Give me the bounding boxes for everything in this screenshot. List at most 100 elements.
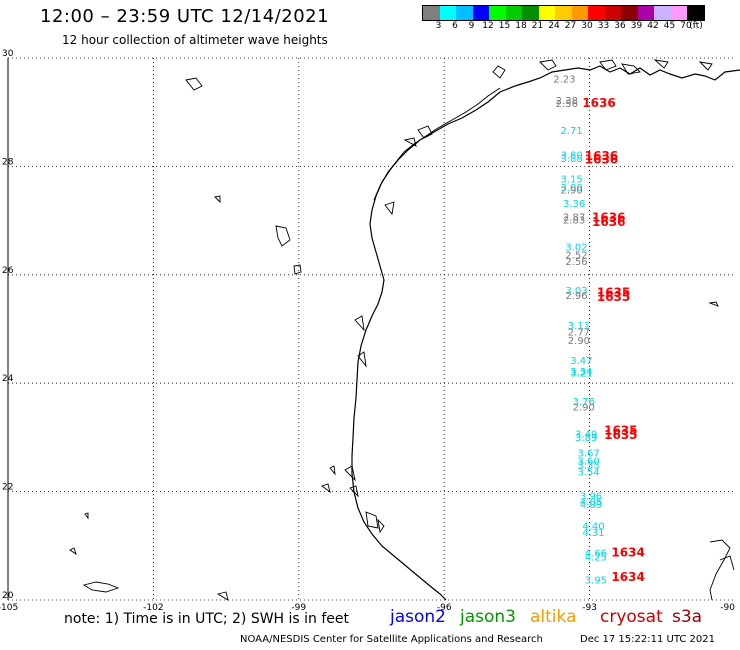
legend-label: 18 xyxy=(515,21,527,31)
wave-height-point: 3.49 xyxy=(575,429,597,440)
wave-height-point: 2.90 xyxy=(573,402,595,413)
legend-swatch xyxy=(571,6,588,20)
wave-height-point: 4.09 xyxy=(580,500,602,511)
wave-height-point: 2.56 xyxy=(556,99,578,110)
time-label: 1635 xyxy=(597,290,630,304)
wave-height-point: 3.00 xyxy=(561,183,583,194)
legend-label: 15 xyxy=(498,21,511,31)
satellite-label-altika: altika xyxy=(530,607,577,627)
wave-height-point: 4.25 xyxy=(585,552,607,563)
legend-swatch xyxy=(456,6,473,20)
wave-height-point: 3.03 xyxy=(565,286,587,297)
legend-label: 6 xyxy=(452,21,458,31)
wave-height-point: 2.87 xyxy=(563,213,585,224)
x-tick-label: -93 xyxy=(582,603,597,613)
legend-swatch xyxy=(670,6,687,20)
wave-height-point: 3.36 xyxy=(563,199,585,210)
legend-swatch xyxy=(604,6,621,20)
wave-height-point: 3.96 xyxy=(580,492,602,503)
legend-label: 24 xyxy=(548,21,560,31)
wave-height-point: 4.31 xyxy=(582,528,604,539)
legend-label: 27 xyxy=(564,21,577,31)
wave-height-point: 3.02 xyxy=(565,242,587,253)
time-label: 1636 xyxy=(582,96,615,110)
legend-swatch xyxy=(538,6,555,20)
time-label: 1634 xyxy=(611,570,644,584)
time-label: 1635 xyxy=(604,424,637,438)
wave-height-point: 2.90 xyxy=(568,336,590,347)
time-label: 1636 xyxy=(592,211,625,225)
wave-height-point: 3.80 xyxy=(561,150,583,161)
legend-swatch xyxy=(472,6,489,20)
credit-date: Dec 17 15:22:11 UTC 2021 xyxy=(580,634,715,645)
x-tick-label: -96 xyxy=(437,603,452,613)
legend-swatch xyxy=(555,6,572,20)
legend-label: 30 xyxy=(581,21,593,31)
legend-label: 42 xyxy=(647,21,659,31)
legend-swatch xyxy=(505,6,522,20)
wave-height-point: 3.88 xyxy=(561,154,583,165)
legend-label: 12 xyxy=(482,21,494,31)
wave-height-labels: 2.71 3.803.88 3.153.00 3.36 3.02 3.03 3.11 3.47… xyxy=(553,74,645,586)
footer-note: note: 1) Time is in UTC; 2) SWH is in fe… xyxy=(64,611,350,627)
legend-label: 70 xyxy=(680,21,692,31)
legend-label: 45 xyxy=(663,21,676,31)
time-label: 1634 xyxy=(611,546,644,560)
wave-height-point: 2.77 xyxy=(568,328,590,339)
y-tick-label: 30 xyxy=(2,49,14,59)
wave-height-point: 2.52 xyxy=(565,251,587,262)
wave-height-point: 2.71 xyxy=(561,126,583,137)
map-subtitle: 12 hour collection of altimeter wave hei… xyxy=(62,33,328,47)
time-label: 1636 xyxy=(592,215,625,229)
wave-height-point: 3.15 xyxy=(561,175,583,186)
legend-label: 36 xyxy=(614,21,626,31)
wave-height-point: 2.38 xyxy=(556,96,578,107)
time-label: 1635 xyxy=(604,428,637,442)
wave-height-point: 3.35 xyxy=(577,460,599,471)
map-title: 12:00 – 23:59 UTC 12/14/2021 xyxy=(40,6,330,27)
legend-label: (ft) xyxy=(689,21,703,31)
wave-height-point: 3.47 xyxy=(570,356,592,367)
wave-height-point: 3.54 xyxy=(577,467,599,478)
legend-swatch xyxy=(439,6,456,20)
satellite-label-jason2: jason2 xyxy=(390,607,446,627)
time-label: 1636 xyxy=(585,153,618,167)
wave-height-point: 2.23 xyxy=(553,74,575,85)
satellite-label-jason3: jason3 xyxy=(460,607,516,627)
wave-height-point: 3.34 xyxy=(570,367,592,378)
legend-swatch xyxy=(687,6,704,20)
wave-height-point: 2.90 xyxy=(561,186,583,197)
interior-lakes xyxy=(69,77,735,601)
legend-swatch xyxy=(423,6,440,20)
map-frame xyxy=(7,57,735,601)
legend-swatch xyxy=(621,6,638,20)
credit-text: NOAA/NESDIS Center for Satellite Applica… xyxy=(240,634,543,645)
wave-height-point: 4.05 xyxy=(580,497,602,508)
time-label: 1635 xyxy=(597,285,630,299)
x-tick-label: -90 xyxy=(720,603,735,613)
wave-height-point: 3.11 xyxy=(568,321,590,332)
gulf-coastline xyxy=(351,65,740,601)
x-tick-label: -105 xyxy=(0,603,18,613)
wave-height-point: 3.76 xyxy=(573,397,595,408)
color-scale-legend xyxy=(422,5,705,21)
color-scale-labels: 3 6 9 12 15 18 21 24 27 30 33 36 39 42 45 70 (ft) xyxy=(422,21,740,33)
coastline xyxy=(69,59,740,601)
legend-label: 3 xyxy=(435,21,442,31)
legend-label: 9 xyxy=(468,21,475,31)
legend-label: 21 xyxy=(531,21,544,31)
x-tick-label: -102 xyxy=(143,603,163,613)
wave-height-point: 3.95 xyxy=(585,576,607,587)
legend-label: 33 xyxy=(597,21,610,31)
wave-height-point: 2.56 xyxy=(565,257,587,268)
legend-label: 39 xyxy=(630,21,643,31)
wave-height-point: 3.67 xyxy=(577,448,599,459)
x-tick-label: -99 xyxy=(291,603,306,613)
legend-swatch xyxy=(522,6,539,20)
legend-swatch xyxy=(654,6,671,20)
legend-swatch xyxy=(637,6,654,20)
wave-height-point: 3.89 xyxy=(575,433,597,444)
wave-height-point: 3.60 xyxy=(577,457,599,468)
wave-height-point: 3.21 xyxy=(570,369,592,380)
legend-swatch xyxy=(489,6,506,20)
